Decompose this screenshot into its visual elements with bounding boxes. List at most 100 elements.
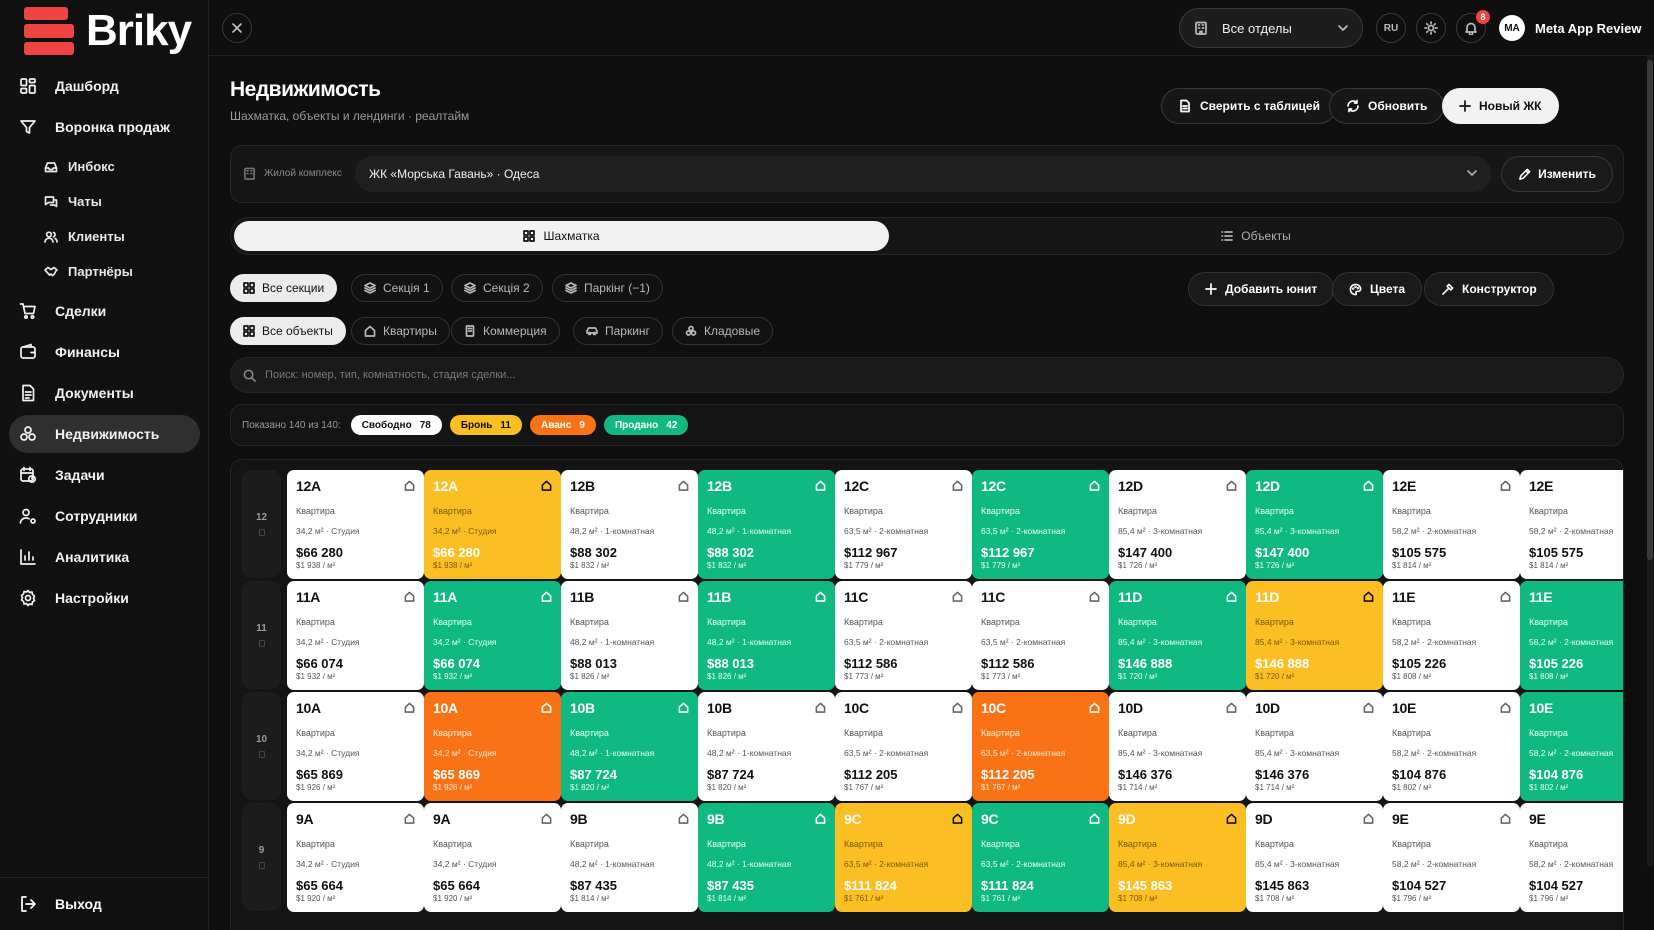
sidebar-item-tasks[interactable]: Задачи [9, 456, 200, 494]
unit-card[interactable]: 12C Квартира 63,5 м² · 2-комнатная $112 967… [835, 470, 972, 579]
unit-card[interactable]: 9E Квартира 58,2 м² · 2-комнатная $104 527 $… [1383, 803, 1520, 912]
type-chip-apartments[interactable]: Квартиры [351, 317, 450, 345]
constructor-button[interactable]: Конструктор [1424, 272, 1554, 306]
unit-type: Квартира [1118, 506, 1157, 516]
edit-complex-button[interactable]: Изменить [1501, 156, 1613, 192]
unit-card[interactable]: 11C Квартира 63,5 м² · 2-комнатная $112 586… [972, 581, 1109, 690]
brand-logo[interactable]: Briky [24, 6, 192, 56]
unit-card[interactable]: 9C Квартира 63,5 м² · 2-комнатная $111 824 $… [835, 803, 972, 912]
sidebar-item-real-estate[interactable]: Недвижимость [9, 415, 200, 453]
unit-card[interactable]: 9D Квартира 85,4 м² · 3-комнатная $145 863 $… [1109, 803, 1246, 912]
unit-card[interactable]: 12D Квартира 85,4 м² · 3-комнатная $147 400… [1246, 470, 1383, 579]
unit-card[interactable]: 9A Квартира 34,2 м² · Студия $65 664 $1 920 … [287, 803, 424, 912]
unit-card[interactable]: 9C Квартира 63,5 м² · 2-комнатная $111 824 $… [972, 803, 1109, 912]
unit-card[interactable]: 11E Квартира 58,2 м² · 2-комнатная $105 226… [1520, 581, 1623, 690]
sidebar-item-analytics[interactable]: Аналитика [9, 538, 200, 576]
unit-card[interactable]: 9A Квартира 34,2 м² · Студия $65 664 $1 920 … [424, 803, 561, 912]
unit-card[interactable]: 10D Квартира 85,4 м² · 3-комнатная $146 376… [1109, 692, 1246, 801]
unit-card[interactable]: 10A Квартира 34,2 м² · Студия $65 869 $1 926… [424, 692, 561, 801]
storage-icon [685, 325, 697, 337]
unit-card[interactable]: 12B Квартира 48,2 м² · 1-комнатная $88 302 $… [698, 470, 835, 579]
pill-label: Продано [614, 419, 659, 431]
unit-card[interactable]: 10E Квартира 58,2 м² · 2-комнатная $104 876… [1520, 692, 1623, 801]
scrollbar-thumb[interactable] [1647, 60, 1653, 560]
unit-type: Квартира [433, 728, 472, 738]
unit-card[interactable]: 10B Квартира 48,2 м² · 1-комнатная $87 724 $… [561, 692, 698, 801]
unit-card[interactable]: 11D Квартира 85,4 м² · 3-комнатная $146 888… [1246, 581, 1383, 690]
user-menu[interactable]: MA Meta App Review [1499, 12, 1641, 44]
colors-button[interactable]: Цвета [1332, 272, 1423, 306]
sidebar-item-finance[interactable]: Финансы [9, 333, 200, 371]
sidebar-item-deals[interactable]: Сделки [9, 292, 200, 330]
unit-card[interactable]: 12E Квартира 58,2 м² · 2-комнатная $105 575… [1383, 470, 1520, 579]
unit-card[interactable]: 9E Квартира 58,2 м² · 2-комнатная $104 527 $… [1520, 803, 1623, 912]
home-icon [1089, 813, 1100, 824]
unit-card[interactable]: 10C Квартира 63,5 м² · 2-комнатная $112 205… [972, 692, 1109, 801]
complex-select[interactable]: ЖК «Морська Гавань» · Одеса [355, 156, 1491, 192]
sidebar-item-inbox[interactable]: Инбокс [44, 149, 209, 184]
unit-area-rooms: 48,2 м² · 1-комнатная [707, 526, 792, 536]
status-filter-pill[interactable]: Свободно 78 [350, 415, 442, 435]
add-unit-button[interactable]: Добавить юнит [1188, 272, 1335, 306]
tab-chessboard[interactable]: Шахматка [234, 221, 889, 251]
floor-marker-icon [258, 751, 265, 758]
unit-card[interactable]: 11B Квартира 48,2 м² · 1-комнатная $88 013 $… [698, 581, 835, 690]
unit-number: 12B [570, 478, 595, 494]
unit-card[interactable]: 9D Квартира 85,4 м² · 3-комнатная $145 863 $… [1246, 803, 1383, 912]
unit-card[interactable]: 12C Квартира 63,5 м² · 2-комнатная $112 967… [972, 470, 1109, 579]
unit-type: Квартира [981, 506, 1020, 516]
unit-card[interactable]: 12E Квартира 58,2 м² · 2-комнатная $105 575… [1520, 470, 1623, 579]
unit-card[interactable]: 12A Квартира 34,2 м² · Студия $66 280 $1 938… [424, 470, 561, 579]
notifications-button[interactable]: 8 [1456, 10, 1490, 43]
unit-card[interactable]: 11B Квартира 48,2 м² · 1-комнатная $88 013 $… [561, 581, 698, 690]
unit-card[interactable]: 11D Квартира 85,4 м² · 3-комнатная $146 888… [1109, 581, 1246, 690]
colors-label: Цвета [1370, 282, 1406, 296]
sidebar-item-sales-funnel[interactable]: Воронка продаж [9, 108, 200, 146]
page-scrollbar[interactable] [1647, 56, 1653, 866]
status-filter-pill[interactable]: Аванс 9 [529, 415, 596, 435]
unit-card[interactable]: 9B Квартира 48,2 м² · 1-комнатная $87 435 $1… [698, 803, 835, 912]
sidebar-item-chats[interactable]: Чаты [44, 184, 209, 219]
sidebar-item-documents[interactable]: Документы [9, 374, 200, 412]
unit-card[interactable]: 10C Квартира 63,5 м² · 2-комнатная $112 205… [835, 692, 972, 801]
close-button[interactable] [222, 13, 252, 43]
unit-card[interactable]: 9B Квартира 48,2 м² · 1-комнатная $87 435 $1… [561, 803, 698, 912]
status-filter-pill[interactable]: Продано 42 [603, 415, 689, 435]
department-select[interactable]: Все отделы [1179, 8, 1363, 48]
unit-card[interactable]: 11A Квартира 34,2 м² · Студия $66 074 $1 932… [424, 581, 561, 690]
sidebar-item-settings[interactable]: Настройки [9, 579, 200, 617]
type-chip-commercial[interactable]: Коммерция [451, 317, 560, 345]
language-switch[interactable]: RU [1376, 13, 1406, 43]
theme-toggle[interactable] [1416, 13, 1446, 43]
unit-price: $65 869 [433, 767, 480, 782]
unit-card[interactable]: 11A Квартира 34,2 м² · Студия $66 074 $1 932… [287, 581, 424, 690]
section-chip-1[interactable]: Секція 1 [351, 274, 443, 302]
unit-card[interactable]: 10D Квартира 85,4 м² · 3-комнатная $146 376… [1246, 692, 1383, 801]
sidebar-item-partners[interactable]: Партнёры [44, 254, 209, 289]
unit-card[interactable]: 11E Квартира 58,2 м² · 2-комнатная $105 226… [1383, 581, 1520, 690]
section-chip-parking[interactable]: Паркінг (−1) [552, 274, 663, 302]
new-complex-button[interactable]: Новый ЖК [1442, 88, 1559, 124]
unit-card[interactable]: 12B Квартира 48,2 м² · 1-комнатная $88 302 $… [561, 470, 698, 579]
sidebar-item-clients[interactable]: Клиенты [44, 219, 209, 254]
status-filter-pill[interactable]: Бронь 11 [449, 415, 522, 435]
logout-button[interactable]: Выход [9, 885, 102, 923]
section-chip-2[interactable]: Секція 2 [451, 274, 543, 302]
compare-with-table-button[interactable]: Сверить с таблицей [1161, 88, 1337, 124]
unit-card[interactable]: 12A Квартира 34,2 м² · Студия $66 280 $1 938… [287, 470, 424, 579]
sidebar-item-employees[interactable]: Сотрудники [9, 497, 200, 535]
unit-card[interactable]: 10A Квартира 34,2 м² · Студия $65 869 $1 926… [287, 692, 424, 801]
unit-card[interactable]: 10E Квартира 58,2 м² · 2-комнатная $104 876… [1383, 692, 1520, 801]
type-chip-parking[interactable]: Паркинг [573, 317, 663, 345]
unit-card[interactable]: 11C Квартира 63,5 м² · 2-комнатная $112 586… [835, 581, 972, 690]
search-input[interactable]: Поиск: номер, тип, комнатность, стадия с… [230, 357, 1624, 393]
tab-objects[interactable]: Объекты [891, 221, 1621, 251]
unit-price: $104 527 [1529, 878, 1584, 893]
sidebar-item-dashboard[interactable]: Дашборд [9, 67, 200, 105]
section-chip-all[interactable]: Все секции [230, 274, 338, 302]
type-chip-storage[interactable]: Кладовые [672, 317, 774, 345]
unit-card[interactable]: 12D Квартира 85,4 м² · 3-комнатная $147 400… [1109, 470, 1246, 579]
type-chip-all[interactable]: Все объекты [230, 317, 346, 345]
refresh-button[interactable]: Обновить [1329, 88, 1445, 124]
unit-card[interactable]: 10B Квартира 48,2 м² · 1-комнатная $87 724 $… [698, 692, 835, 801]
